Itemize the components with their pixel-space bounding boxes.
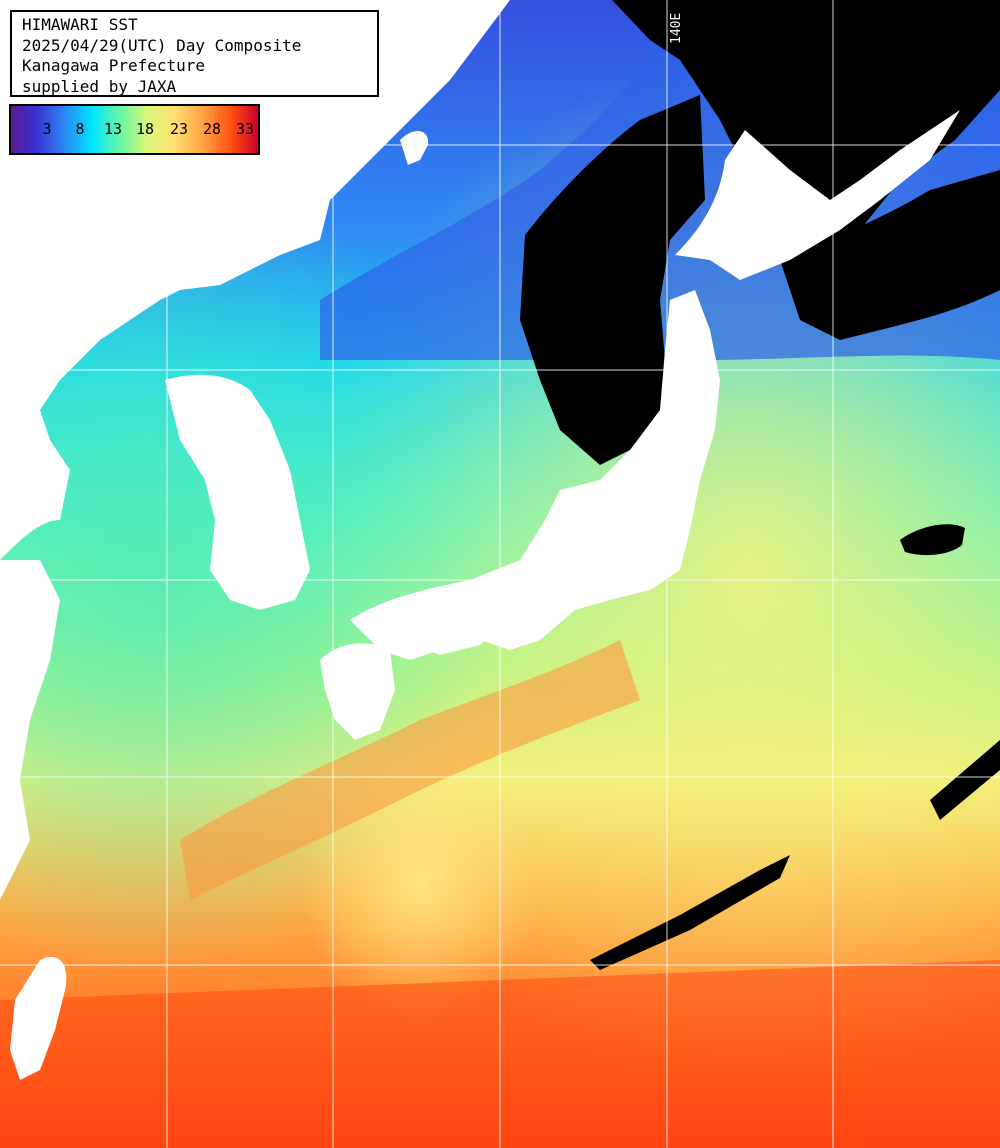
kyushu-land (320, 643, 395, 740)
cloud-sea-of-japan (520, 95, 705, 465)
temperature-legend: 3 8 13 18 23 28 33 (9, 104, 260, 155)
cloud-kuril (780, 170, 1000, 340)
product-title: HIMAWARI SST (22, 15, 138, 34)
legend-tick: 23 (169, 120, 189, 138)
shikoku-land (410, 610, 500, 655)
date-composite: 2025/04/29(UTC) Day Composite (22, 35, 302, 55)
cloud-izu-ridge (590, 855, 790, 970)
korea-land (165, 374, 310, 610)
region-name: Kanagawa Prefecture (22, 56, 206, 75)
hokkaido-land (675, 110, 960, 280)
kuroshio-band (180, 640, 640, 900)
data-source: supplied by JAXA (22, 76, 177, 96)
legend-tick: 13 (103, 120, 123, 138)
longitude-label: 140E (669, 12, 684, 44)
legend-tick: 18 (135, 120, 155, 138)
legend-tick: 3 (42, 120, 52, 138)
cloud-east-pacific (900, 524, 965, 556)
honshu-land (350, 290, 720, 660)
china-coast-land (0, 560, 60, 900)
legend-tick: 8 (75, 120, 85, 138)
taiwan-land (10, 956, 67, 1080)
sakhalin-land (400, 130, 429, 165)
title-box: HIMAWARI SST 2025/04/29(UTC) Day Composi… (10, 10, 379, 97)
cloud-hokkaido-north (612, 0, 1000, 260)
cloud-southeast (930, 740, 1000, 820)
legend-tick: 33 (235, 120, 255, 138)
legend-tick: 28 (202, 120, 222, 138)
latitude-label: 40N (10, 353, 34, 368)
